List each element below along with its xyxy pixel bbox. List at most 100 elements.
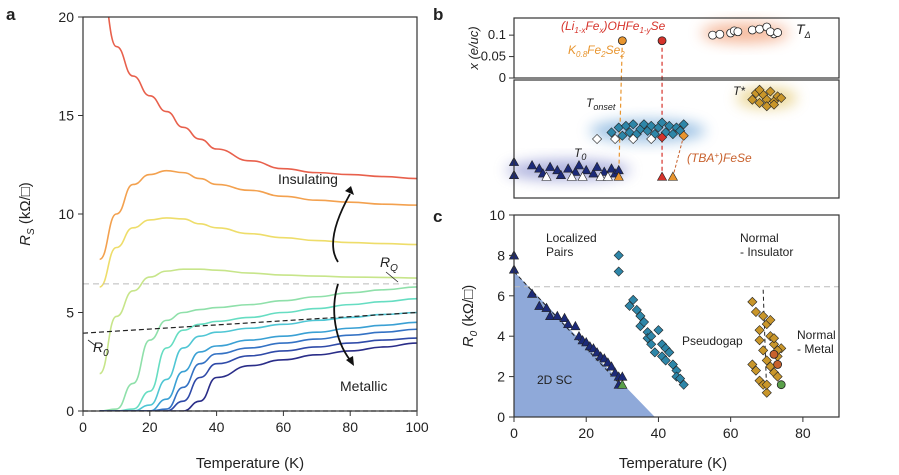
c-Tonset-point — [664, 347, 675, 358]
tba-label: (TBA+)FeSe — [687, 151, 752, 165]
panel-a-ylabel: RS (kΩ/□) — [17, 182, 37, 246]
panel-b-ticks: 0 0.05 0.1 — [481, 27, 514, 85]
b-bottom-T0-open-point — [566, 171, 577, 181]
rs-series-line-1 — [107, 17, 417, 180]
b-bottom-Tonset-point — [624, 127, 635, 138]
b-bottom-Tonset-point — [678, 119, 689, 130]
li-compound-label: (Li1-xFex)OHFe1-ySe — [561, 19, 666, 35]
panel-b-label: b — [433, 5, 443, 24]
k-part-2: 0.8 — [576, 50, 588, 59]
c-ytick-label: 8 — [497, 247, 505, 263]
k-compound-label: K0.8Fe2Se2 — [568, 43, 625, 59]
b-bottom-Tonset-orange-point — [678, 130, 689, 141]
panel-b-points — [508, 22, 787, 181]
c-xtick-label: 20 — [578, 425, 594, 441]
panel-c-xlabel: Temperature (K) — [619, 455, 727, 472]
c-xtick-label: 80 — [795, 425, 811, 441]
c-Tstar-brown-point — [769, 349, 779, 359]
k-part-3: Fe — [587, 43, 601, 57]
panel-a-ylabel-sub: S — [26, 228, 37, 235]
b-bottom-T0-point — [573, 160, 585, 170]
c-ytick-label: 4 — [497, 328, 505, 344]
b-top-T_delta-point — [715, 29, 725, 39]
rq-label-main: R — [380, 254, 390, 270]
b-top-T_delta-point — [747, 25, 757, 35]
c-Tstar-point — [750, 365, 761, 376]
metallic-arrow — [333, 283, 351, 361]
b-bottom-T0-open-point — [595, 171, 606, 181]
panel-b-bottom-frame — [513, 79, 840, 199]
b-bottom-Tonset-open-point — [646, 133, 657, 145]
b-bottom-T0-point — [588, 168, 599, 178]
b-bottom-Tonset-point — [657, 117, 668, 128]
c-T0-point — [545, 310, 556, 320]
b-bottom-Tstar-point — [747, 94, 758, 105]
k-part-1: K — [568, 43, 577, 57]
insulating-label: Insulating — [278, 171, 338, 187]
c-ytick-label: 0 — [497, 409, 505, 425]
a-xtick-label: 0 — [79, 419, 87, 435]
b-bottom-Tstar-point — [754, 84, 765, 95]
li-part-1: (Li — [561, 19, 575, 33]
metallic-arrowhead — [346, 356, 354, 366]
c-T0-point — [570, 320, 581, 331]
r0-leader — [87, 339, 97, 347]
c-Tstar-point — [754, 325, 765, 336]
rs-series-line-11 — [99, 342, 417, 411]
panel-c-ylabel: R0 (kΩ/□) — [460, 285, 480, 348]
b-ytick-label: 0.1 — [488, 27, 506, 42]
panel-c-points — [508, 250, 787, 398]
r0-label-sub: 0 — [103, 348, 109, 359]
c-Tstar-point — [758, 345, 769, 356]
panel-b-connector-lines — [618, 40, 685, 177]
c-Tonset-point — [628, 294, 639, 305]
c-Tstar-point — [747, 296, 758, 307]
tonset-label: Tonset — [586, 96, 616, 112]
metallic-label: Metallic — [340, 378, 387, 394]
b-ytick-label: 0 — [499, 70, 506, 85]
panel-a: a 0 20 40 60 80 100 0 5 10 15 20 Temperature (K) R… — [6, 5, 429, 472]
c-Tstar-point — [768, 333, 780, 344]
t0-sub: 0 — [581, 152, 586, 162]
tonset-sub: onset — [593, 102, 616, 112]
sc-region-label: 2D SC — [537, 373, 573, 387]
c-xtick-label: 60 — [723, 425, 739, 441]
c-Tstar-point — [768, 339, 780, 350]
c-Tstar-point — [765, 315, 776, 326]
b-bottom-Tonset-point — [638, 119, 650, 130]
c-T0-point — [526, 288, 538, 298]
c-ytick-label: 10 — [489, 207, 505, 223]
tba-part-3: )FeSe — [717, 151, 752, 165]
panel-c-ylabel-sub: 0 — [469, 330, 480, 336]
c-Tonset-point — [631, 304, 642, 315]
c-Tonset-point — [638, 317, 650, 328]
rs-series-line-7 — [99, 311, 417, 411]
k-part-4: 2 — [600, 50, 606, 59]
tdelta-sub: Δ — [804, 30, 811, 40]
b-bottom-Tonset-point — [646, 120, 657, 131]
a-ytick-label: 0 — [66, 403, 74, 419]
c-Tonset-point — [675, 373, 686, 384]
insulating-arrowhead — [345, 186, 354, 195]
c-Tstar-point — [761, 355, 772, 366]
c-T0-point — [559, 312, 570, 323]
tstar-label: T* — [733, 84, 745, 98]
b-bottom-T0-point — [591, 161, 603, 171]
sc-guide-line — [513, 271, 623, 388]
c-Tstar-point — [750, 306, 761, 317]
rq-leader — [385, 271, 399, 283]
li-part-2: 1-x — [574, 26, 586, 35]
b-bottom-Tonset-point — [667, 129, 678, 140]
tba-connector-line — [672, 135, 685, 177]
c-Tstar-point — [761, 387, 772, 398]
b-top-K0.8Fe2Se2-point — [617, 36, 627, 46]
b-bottom-T0-point — [599, 166, 610, 176]
li-part-7: Se — [651, 19, 666, 33]
b-bottom-T0-point — [606, 163, 617, 173]
c-Tonset-point — [678, 379, 689, 390]
panel-a-label: a — [6, 5, 16, 24]
b-bottom-Tonset-red-point — [657, 132, 668, 143]
c-green-tri-point — [617, 379, 628, 389]
b-bottom-Tonset-point — [617, 130, 628, 141]
